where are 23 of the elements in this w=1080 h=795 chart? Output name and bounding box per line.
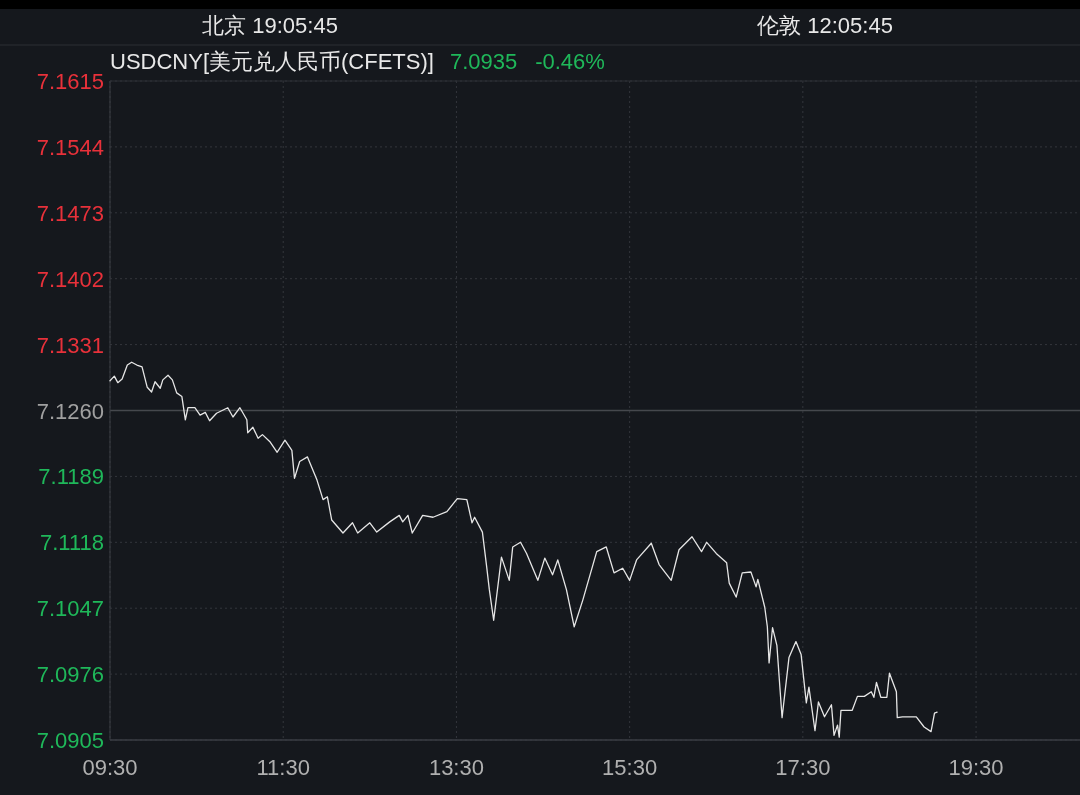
- x-tick-label: 15:30: [602, 755, 658, 780]
- y-tick-label: 7.1544: [36, 134, 104, 160]
- text: 伦敦 12:05:45: [757, 13, 893, 38]
- y-tick-label: 7.1331: [36, 332, 104, 358]
- y-tick-label: 7.0905: [36, 728, 104, 753]
- y-tick-label: 7.1402: [36, 266, 104, 292]
- y-tick-label: 7.1615: [36, 69, 104, 94]
- y-tick-label: 7.1047: [36, 596, 104, 622]
- y-tick-label: 7.1189: [38, 464, 104, 490]
- y-tick-label: 7.1118: [39, 530, 104, 556]
- x-tick-label: 09:30: [82, 755, 138, 780]
- y-tick-label: 7.1260: [36, 398, 104, 424]
- x-tick-label: 19:30: [948, 755, 1004, 780]
- y-tick-label: 7.0976: [36, 662, 104, 688]
- x-tick-label: 13:30: [428, 755, 484, 780]
- text: 7.0935: [449, 49, 518, 74]
- line-series: [109, 361, 938, 738]
- text: -0.46%: [535, 49, 605, 74]
- y-tick-label: 7.1473: [36, 200, 104, 226]
- x-tick-label: 17:30: [775, 755, 831, 780]
- text: 北京 19:05:45: [202, 13, 338, 38]
- chart-title: USDCNY[美元兑人民币(CFETS)]: [110, 49, 434, 74]
- x-tick-label: 11:30: [256, 755, 310, 780]
